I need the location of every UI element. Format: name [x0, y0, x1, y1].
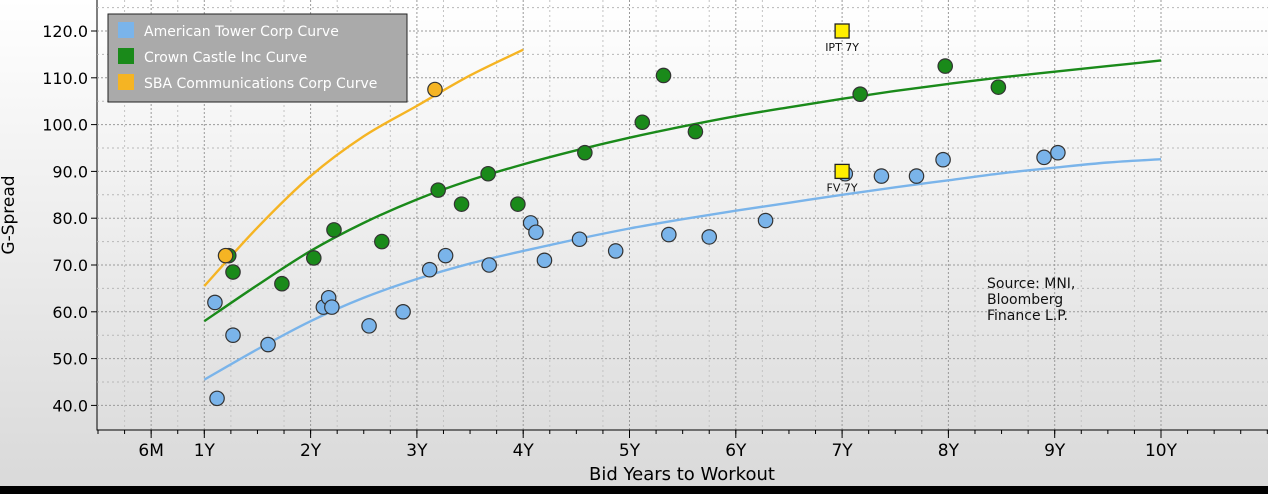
marker-square	[834, 163, 850, 180]
legend-swatch	[118, 22, 134, 38]
data-point	[937, 58, 954, 74]
legend: American Tower Corp Curve Crown Castle In…	[107, 13, 408, 103]
data-point	[225, 264, 241, 280]
fitted-curves	[203, 48, 1162, 381]
y-axis-label: G-Spread	[0, 175, 19, 254]
data-point	[935, 151, 951, 168]
y-tick-label: 120.0	[42, 22, 88, 41]
data-point	[701, 229, 718, 245]
x-tick-label: 6Y	[725, 441, 747, 461]
y-tick-label: 60.0	[52, 303, 88, 322]
data-point	[757, 212, 774, 229]
data-point	[430, 182, 446, 198]
y-tick-label: 100.0	[42, 116, 88, 135]
data-point	[274, 275, 290, 292]
data-point	[852, 86, 868, 102]
data-point	[873, 168, 890, 184]
marker-square	[834, 23, 850, 39]
data-point	[480, 165, 496, 182]
legend-box	[107, 13, 408, 103]
x-tick-label: 5Y	[619, 441, 641, 461]
x-tick-label: 6M	[138, 441, 163, 461]
data-point	[225, 327, 241, 343]
data-point	[536, 252, 553, 269]
data-point	[908, 168, 925, 184]
data-point	[510, 196, 526, 212]
annotation-line: Bloomberg	[987, 292, 1063, 308]
data-point	[361, 318, 377, 334]
curve-line	[203, 158, 1162, 381]
y-tick-label: 70.0	[52, 256, 88, 275]
marker-label: FV 7Y	[827, 181, 858, 194]
reference-markers: IPT 7Y FV 7Y	[825, 23, 859, 194]
y-tick-label: 90.0	[52, 162, 88, 181]
x-tick-label: 3Y	[406, 441, 428, 461]
x-tick-label: 10Y	[1145, 441, 1178, 461]
data-point	[305, 250, 322, 266]
data-point	[395, 303, 411, 320]
data-point	[427, 81, 443, 98]
data-point	[453, 196, 470, 212]
data-point	[1036, 149, 1052, 166]
x-axis-ticks: 6M 1Y 2Y 3Y 4Y 5Y 6Y 7Y 8Y 9Y 10Y	[97, 430, 1268, 461]
y-axis-ticks: 40.0 50.0 60.0 70.0 80.0 90.0 100.0 110.0 120.0	[42, 22, 97, 415]
y-tick-label: 50.0	[52, 350, 88, 369]
x-axis-label: Bid Years to Workout	[589, 464, 775, 485]
data-point	[655, 67, 672, 84]
legend-label: American Tower Corp Curve	[144, 24, 339, 40]
data-point	[577, 144, 593, 161]
data-point	[607, 243, 624, 259]
data-point	[437, 247, 454, 264]
data-point	[260, 336, 276, 353]
legend-label: SBA Communications Corp Curve	[144, 76, 377, 92]
x-tick-label: 2Y	[300, 441, 322, 461]
legend-swatch	[118, 74, 134, 90]
y-tick-label: 80.0	[52, 209, 88, 228]
legend-swatch	[118, 48, 134, 64]
curve-line	[203, 59, 1162, 323]
data-point	[217, 247, 234, 264]
data-point	[209, 390, 225, 407]
y-tick-label: 40.0	[52, 396, 88, 415]
data-point	[571, 231, 588, 248]
data-point	[207, 294, 223, 311]
x-tick-label: 9Y	[1044, 441, 1066, 461]
data-point	[990, 79, 1007, 95]
data-point	[661, 226, 677, 243]
legend-label: Crown Castle Inc Curve	[144, 50, 307, 66]
annotation-line: Source: MNI,	[987, 276, 1075, 292]
data-point	[326, 222, 342, 238]
data-point	[374, 233, 390, 250]
data-point	[324, 299, 340, 315]
bottom-black-bar	[0, 486, 1268, 490]
data-point	[481, 257, 497, 273]
bond-points	[207, 58, 1066, 407]
data-point	[634, 114, 651, 131]
x-tick-label: 8Y	[938, 441, 960, 461]
data-point	[528, 224, 544, 241]
annotation-line: Finance L.P.	[987, 308, 1068, 324]
x-tick-label: 4Y	[513, 441, 535, 461]
x-tick-label: 7Y	[831, 441, 853, 461]
x-tick-label: 1Y	[194, 441, 216, 461]
marker-label: IPT 7Y	[825, 41, 859, 54]
data-point	[687, 123, 704, 140]
data-point	[1050, 144, 1066, 161]
curve-line	[203, 48, 524, 287]
data-point	[421, 261, 438, 278]
y-tick-label: 110.0	[42, 69, 88, 88]
